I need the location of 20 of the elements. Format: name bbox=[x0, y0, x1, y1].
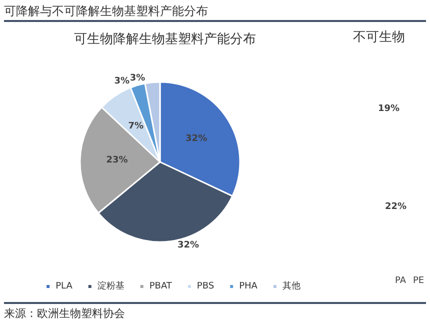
source-note: 来源：欧洲生物塑料协会 bbox=[4, 302, 426, 324]
data-label: 3% bbox=[130, 73, 146, 84]
text: 22% bbox=[385, 202, 407, 212]
legend-label: PHA bbox=[239, 282, 258, 292]
text: PE bbox=[413, 276, 424, 286]
data-label: 3% bbox=[114, 76, 130, 86]
text: 不可生物 bbox=[353, 29, 405, 46]
legend-label: PBS bbox=[196, 282, 214, 292]
chart-title: 可降解与不可降解生物基塑料产能分布 bbox=[4, 2, 426, 22]
data-label: 23% bbox=[106, 156, 128, 166]
text: PA bbox=[395, 276, 406, 286]
legend-label: 其他 bbox=[282, 280, 300, 292]
legend-label: PLA bbox=[56, 282, 74, 292]
data-label: 32% bbox=[186, 134, 208, 144]
legend-label: PBAT bbox=[149, 282, 172, 292]
legend-label: 淀粉基 bbox=[97, 280, 124, 292]
data-label: 32% bbox=[178, 240, 200, 250]
chart-subtitle: 可生物降解生物基塑料产能分布 bbox=[74, 31, 256, 47]
data-label: 7% bbox=[128, 121, 144, 132]
text: 19% bbox=[378, 104, 400, 114]
